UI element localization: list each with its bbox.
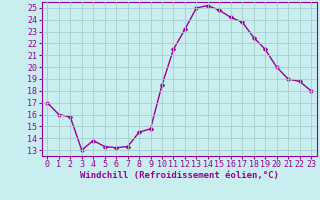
X-axis label: Windchill (Refroidissement éolien,°C): Windchill (Refroidissement éolien,°C) [80,171,279,180]
